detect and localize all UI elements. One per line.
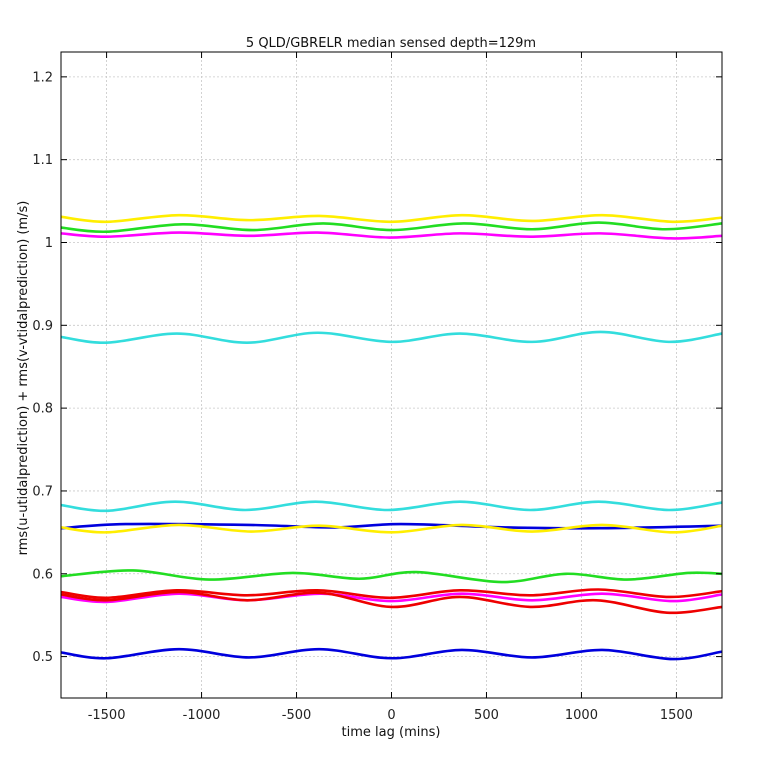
- x-tick-label: -500: [282, 708, 312, 723]
- series-line-yellow-mid: [60, 523, 723, 534]
- x-tick-label: 0: [387, 708, 395, 723]
- y-tick-label: 0.7: [32, 484, 53, 499]
- ticks: -1500 -1000 -500 0 500 1000 1500 0.5 0.6 0.7 0.8 0.…: [32, 52, 722, 723]
- series-line-green-high: [60, 221, 723, 234]
- series-line-blue-mid: [60, 522, 723, 530]
- series-line-green-mid: [60, 569, 723, 584]
- series-lines: [60, 213, 723, 661]
- y-axis-label: rms(u-utidalprediction) + rms(v-vtidalpr…: [16, 201, 31, 556]
- x-tick-label: -1500: [88, 708, 126, 723]
- series-line-cyan-mid: [60, 500, 723, 513]
- x-tick-label: 1000: [565, 708, 598, 723]
- series-line-yellow-high: [60, 213, 723, 224]
- y-tick-label: 0.8: [32, 402, 53, 417]
- series-line-red-b: [60, 590, 723, 615]
- series-line-red-a: [60, 588, 723, 600]
- x-tick-label: 1500: [660, 708, 693, 723]
- x-tick-label: -1000: [183, 708, 221, 723]
- y-tick-label: 1: [45, 236, 53, 251]
- y-tick-label: 1.1: [32, 153, 53, 168]
- x-tick-label: 500: [474, 708, 499, 723]
- series-line-cyan-high: [60, 330, 723, 345]
- chart-title: 5 QLD/GBRELR median sensed depth=129m: [246, 36, 536, 51]
- y-tick-label: 0.5: [32, 650, 53, 665]
- y-tick-label: 0.9: [32, 319, 53, 334]
- series-line-magenta-low: [60, 592, 723, 604]
- series-line-blue-low: [60, 647, 723, 661]
- x-axis-label: time lag (mins): [342, 725, 441, 740]
- y-tick-label: 1.2: [32, 70, 53, 85]
- y-tick-label: 0.6: [32, 567, 53, 582]
- series-line-magenta-high: [60, 231, 723, 240]
